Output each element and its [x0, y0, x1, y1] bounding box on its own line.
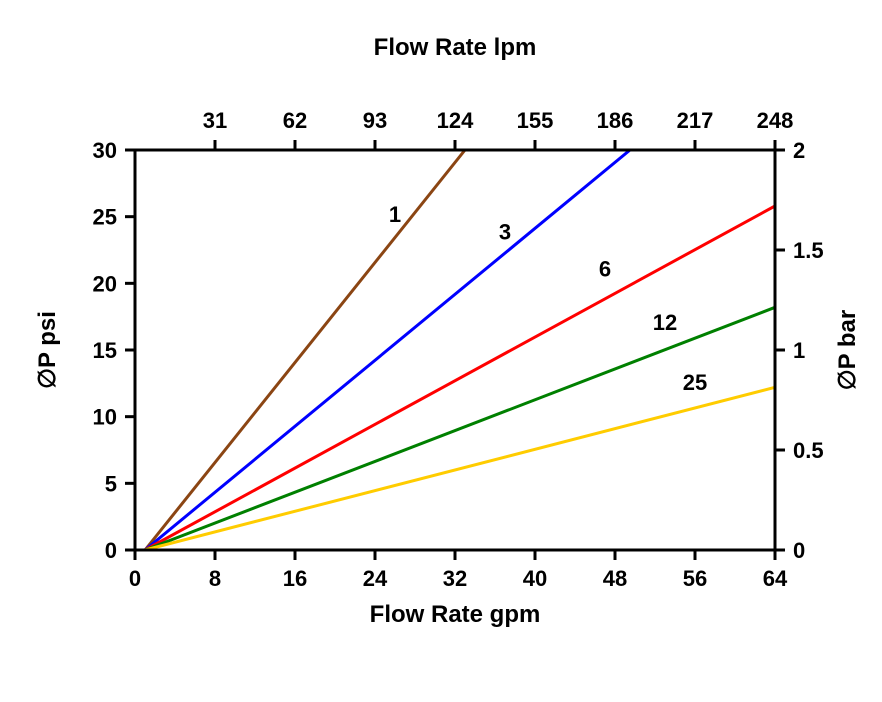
x-bottom-tick-label: 40	[523, 566, 547, 591]
y-left-tick-label: 15	[93, 338, 117, 363]
x-bottom-tick-label: 64	[763, 566, 788, 591]
series-label-1: 1	[389, 202, 401, 227]
x-bottom-tick-label: 32	[443, 566, 467, 591]
x-top-tick-label: 186	[597, 108, 634, 133]
y-right-axis-label: ∅P bar	[834, 310, 861, 391]
x-top-tick-label: 62	[283, 108, 307, 133]
x-bottom-axis-label: Flow Rate gpm	[370, 601, 541, 628]
y-right-tick-label: 0	[793, 538, 805, 563]
x-top-tick-label: 248	[757, 108, 794, 133]
series-label-12: 12	[653, 310, 677, 335]
x-bottom-tick-label: 8	[209, 566, 221, 591]
y-left-tick-label: 30	[93, 138, 117, 163]
y-left-tick-label: 0	[105, 538, 117, 563]
y-right-tick-label: 1.5	[793, 238, 824, 263]
x-top-axis-label: Flow Rate lpm	[374, 34, 537, 61]
y-left-tick-label: 20	[93, 271, 117, 296]
y-left-tick-label: 10	[93, 405, 117, 430]
x-top-tick-label: 124	[437, 108, 474, 133]
pressure-flow-chart: 0816243240485664316293124155186217248051…	[0, 0, 882, 702]
x-bottom-tick-label: 24	[363, 566, 388, 591]
series-label-3: 3	[499, 219, 511, 244]
x-top-tick-label: 31	[203, 108, 227, 133]
y-left-axis-label: ∅P psi	[34, 311, 61, 389]
x-top-tick-label: 217	[677, 108, 714, 133]
chart-container: 0816243240485664316293124155186217248051…	[0, 0, 882, 702]
x-bottom-tick-label: 16	[283, 566, 307, 591]
x-bottom-tick-label: 56	[683, 566, 707, 591]
x-top-tick-label: 93	[363, 108, 387, 133]
y-right-tick-label: 0.5	[793, 438, 824, 463]
x-top-tick-label: 155	[517, 108, 554, 133]
y-left-tick-label: 5	[105, 471, 117, 496]
series-label-25: 25	[683, 370, 707, 395]
y-right-tick-label: 2	[793, 138, 805, 163]
x-bottom-tick-label: 0	[129, 566, 141, 591]
x-bottom-tick-label: 48	[603, 566, 627, 591]
y-left-tick-label: 25	[93, 205, 117, 230]
series-label-6: 6	[599, 257, 611, 282]
y-right-tick-label: 1	[793, 338, 805, 363]
